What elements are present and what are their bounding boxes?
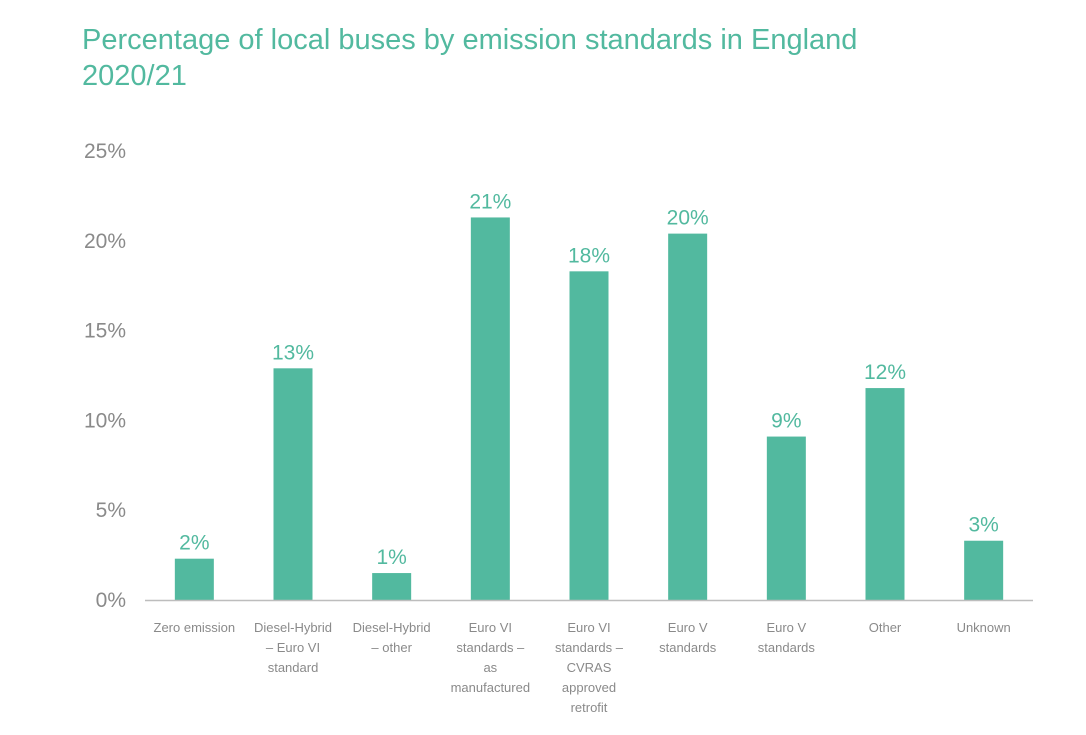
data-label: 18% bbox=[568, 244, 610, 267]
bars bbox=[174, 217, 1004, 600]
bar bbox=[865, 388, 905, 600]
x-tick-label: Zero emission bbox=[154, 620, 236, 635]
x-tick-label: Other bbox=[869, 620, 902, 635]
bar bbox=[964, 540, 1004, 600]
x-tick-label: Diesel-Hybrid – Euro VI standard bbox=[254, 620, 332, 675]
bar bbox=[470, 217, 510, 600]
y-tick-label: 0% bbox=[96, 589, 126, 612]
bar bbox=[569, 271, 609, 600]
y-tick-label: 5% bbox=[96, 499, 126, 522]
data-labels: 2% 13% 1% 21% 18% 20% 9% 12% 3% bbox=[179, 190, 999, 569]
y-tick-label: 20% bbox=[84, 230, 126, 253]
data-label: 1% bbox=[376, 546, 406, 569]
x-tick-label: Unknown bbox=[957, 620, 1011, 635]
y-tick-label: 25% bbox=[84, 140, 126, 163]
x-tick-label: Euro VI standards – as manufactured bbox=[451, 620, 531, 695]
x-tick-label: Diesel-Hybrid – other bbox=[353, 620, 431, 655]
x-tick-label: Euro VI standards – CVRAS approved retrofit bbox=[555, 620, 624, 715]
data-label: 12% bbox=[864, 361, 906, 384]
bar bbox=[372, 573, 412, 600]
data-label: 9% bbox=[771, 410, 801, 433]
y-tick-label: 15% bbox=[84, 320, 126, 343]
y-axis-ticks: 0% 5% 10% 15% 20% 25% bbox=[84, 140, 126, 612]
bar bbox=[174, 558, 214, 600]
x-axis-ticks: Zero emission Diesel-Hybrid – Euro VI stand… bbox=[154, 620, 1011, 715]
data-label: 2% bbox=[179, 532, 209, 555]
chart-title: Percentage of local buses by emission st… bbox=[82, 24, 858, 92]
bar bbox=[766, 436, 806, 600]
bar bbox=[668, 233, 708, 600]
y-tick-label: 10% bbox=[84, 409, 126, 432]
data-label: 13% bbox=[272, 341, 314, 364]
data-label: 3% bbox=[968, 514, 998, 537]
data-label: 21% bbox=[469, 190, 511, 213]
bar bbox=[273, 368, 313, 600]
data-label: 20% bbox=[667, 207, 709, 230]
